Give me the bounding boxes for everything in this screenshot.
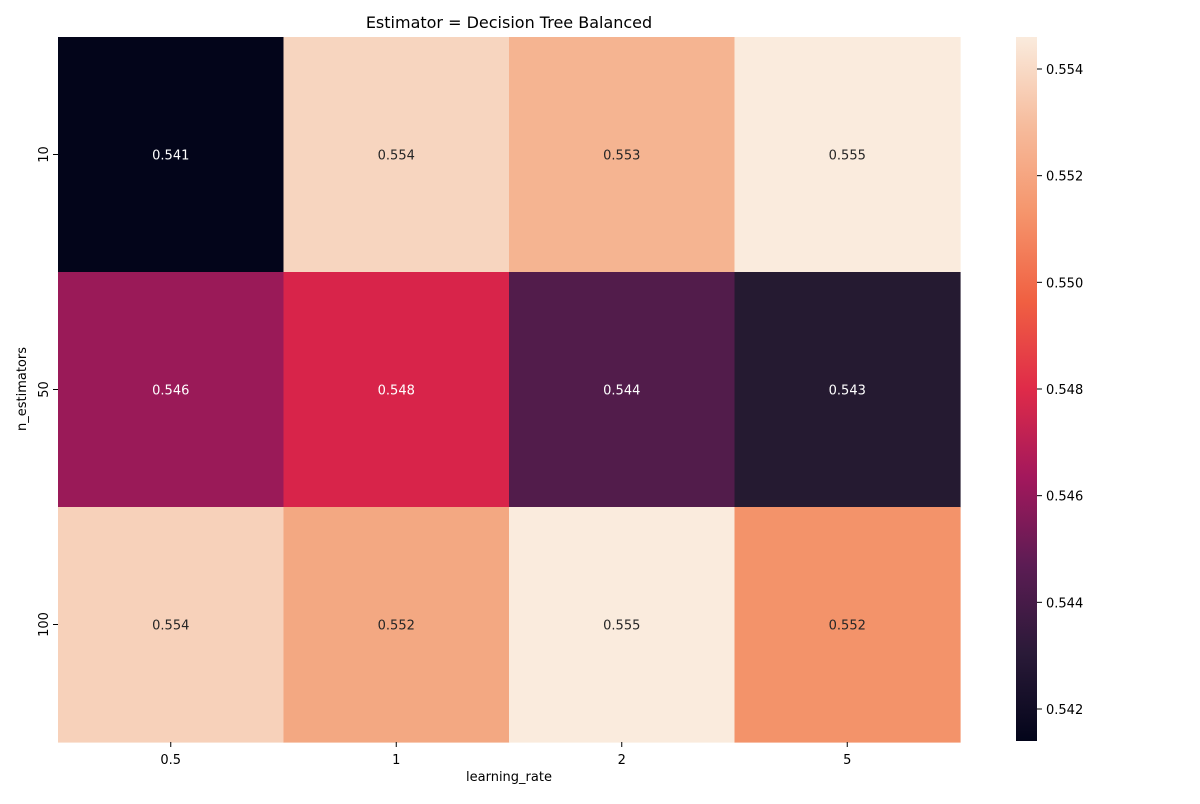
cell-value-label: 0.543 bbox=[829, 384, 866, 399]
cell-value-label: 0.546 bbox=[152, 384, 189, 399]
heatmap-cell bbox=[58, 507, 285, 743]
cell-value-label: 0.554 bbox=[378, 149, 415, 164]
heatmap-cell bbox=[509, 507, 736, 743]
colorbar-tick-label: 0.546 bbox=[1046, 490, 1083, 505]
cell-value-label: 0.555 bbox=[829, 149, 866, 164]
colorbar-tick-label: 0.544 bbox=[1046, 596, 1083, 611]
heatmap-cell bbox=[734, 272, 961, 508]
heatmap-cell bbox=[58, 272, 285, 508]
heatmap-cell-labels: 0.541 0.554 0.553 0.555 0.546 0.548 0.544 0.543… bbox=[152, 149, 866, 634]
heatmap-cell bbox=[734, 507, 961, 743]
colorbar-tick-label: 0.554 bbox=[1046, 63, 1083, 78]
cell-value-label: 0.554 bbox=[152, 619, 189, 634]
heatmap-cell bbox=[283, 507, 510, 743]
y-tick-label: 100 bbox=[37, 612, 52, 637]
cell-value-label: 0.548 bbox=[378, 384, 415, 399]
heatmap-cell bbox=[58, 37, 285, 273]
y-tick-label: 10 bbox=[37, 146, 52, 163]
heatmap-cell bbox=[734, 37, 961, 273]
cell-value-label: 0.552 bbox=[378, 619, 415, 634]
x-tick-label: 0.5 bbox=[160, 753, 181, 768]
x-tick-label: 5 bbox=[843, 753, 851, 768]
colorbar-tick-label: 0.548 bbox=[1046, 383, 1083, 398]
colorbar-tick-label: 0.552 bbox=[1046, 170, 1083, 185]
cell-value-label: 0.541 bbox=[152, 149, 189, 164]
x-tick-label: 1 bbox=[392, 753, 400, 768]
colorbar-tick-label: 0.542 bbox=[1046, 703, 1083, 718]
heatmap-cell bbox=[283, 272, 510, 508]
x-axis-label: learning_rate bbox=[466, 770, 552, 785]
cell-value-label: 0.555 bbox=[603, 619, 640, 634]
heatmap-cell bbox=[509, 37, 736, 273]
heatmap-cell bbox=[509, 272, 736, 508]
x-tick-label: 2 bbox=[618, 753, 626, 768]
x-axis: 0.5 1 2 5 bbox=[160, 742, 851, 768]
colorbar-tick-label: 0.550 bbox=[1046, 276, 1083, 291]
heatmap-cells bbox=[58, 37, 961, 743]
chart-title: Estimator = Decision Tree Balanced bbox=[366, 13, 652, 32]
y-tick-label: 50 bbox=[37, 381, 52, 398]
cell-value-label: 0.552 bbox=[829, 619, 866, 634]
colorbar bbox=[1016, 37, 1037, 741]
cell-value-label: 0.544 bbox=[603, 384, 640, 399]
colorbar-axis: 0.542 0.544 0.546 0.548 0.550 0.552 0.554 bbox=[1037, 63, 1083, 718]
heatmap-cell bbox=[283, 37, 510, 273]
y-axis-label: n_estimators bbox=[15, 347, 30, 431]
y-axis: 10 50 100 bbox=[37, 146, 58, 637]
cell-value-label: 0.553 bbox=[603, 149, 640, 164]
